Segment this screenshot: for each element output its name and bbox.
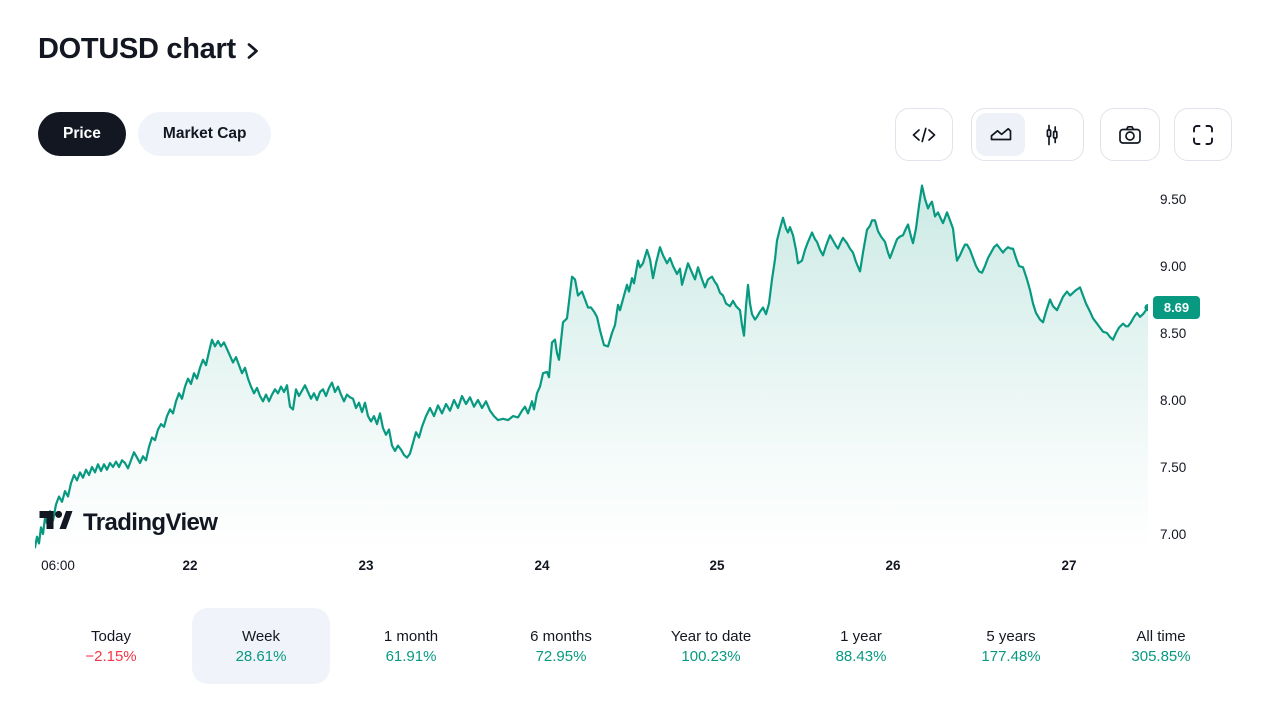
last-price-badge: 8.69 — [1153, 296, 1200, 320]
market-cap-tab[interactable]: Market Cap — [137, 112, 272, 156]
y-axis-label: 7.50 — [1160, 459, 1187, 475]
area-chart-type-button[interactable] — [976, 113, 1025, 156]
symbol-link-chevron-icon[interactable] — [246, 40, 259, 62]
page-title: DOTUSD chart — [38, 33, 236, 65]
fullscreen-button[interactable] — [1174, 108, 1232, 161]
candlestick-icon — [1038, 121, 1066, 149]
range-stat-1-year[interactable]: 1 year 88.43% — [792, 608, 930, 684]
y-axis-label: 8.00 — [1160, 392, 1187, 408]
range-change-value: 72.95% — [535, 647, 587, 665]
range-label: Week — [241, 627, 281, 645]
x-axis-label: 26 — [885, 558, 901, 573]
camera-icon — [1115, 121, 1145, 149]
x-axis-label: 23 — [358, 558, 374, 573]
tradingview-logo-icon — [38, 505, 74, 540]
range-label: Today — [90, 627, 132, 645]
range-stat-year-to-date[interactable]: Year to date 100.23% — [642, 608, 780, 684]
range-change-value: 177.48% — [981, 647, 1041, 665]
code-icon — [909, 121, 939, 149]
x-axis-label: 25 — [709, 558, 725, 573]
tradingview-logo-link[interactable]: TradingView — [38, 505, 218, 540]
range-change-value: 61.91% — [385, 647, 437, 665]
range-change-value: 28.61% — [235, 647, 287, 665]
range-stat-week[interactable]: Week 28.61% — [192, 608, 330, 684]
range-label: 5 years — [986, 627, 1036, 645]
y-axis-label: 7.00 — [1160, 526, 1187, 542]
x-axis-label: 24 — [534, 558, 550, 573]
y-axis-label: 9.00 — [1160, 258, 1187, 274]
price-chart-canvas[interactable] — [33, 180, 1152, 553]
range-stat-1-month[interactable]: 1 month 61.91% — [342, 608, 480, 684]
range-label: All time — [1136, 627, 1186, 645]
range-change-value: 100.23% — [681, 647, 741, 665]
fullscreen-icon — [1189, 121, 1217, 149]
area-fill — [35, 185, 1148, 553]
range-label: Year to date — [670, 627, 752, 645]
range-stat-all-time[interactable]: All time 305.85% — [1092, 608, 1230, 684]
y-axis-label: 8.50 — [1160, 325, 1187, 341]
range-label: 1 month — [383, 627, 439, 645]
range-change-value: −2.15% — [85, 647, 137, 665]
range-stat-5-years[interactable]: 5 years 177.48% — [942, 608, 1080, 684]
range-label: 6 months — [530, 627, 592, 645]
range-change-value: 305.85% — [1131, 647, 1191, 665]
range-stat-6-months[interactable]: 6 months 72.95% — [492, 608, 630, 684]
embed-code-button[interactable] — [895, 108, 953, 161]
candlestick-chart-type-button[interactable] — [1027, 113, 1076, 156]
range-change-value: 88.43% — [835, 647, 887, 665]
screenshot-button[interactable] — [1100, 108, 1160, 161]
x-axis-label: 06:00 — [41, 558, 75, 573]
header: DOTUSD chart — [38, 33, 259, 66]
chart-type-group — [971, 108, 1084, 161]
series-toggle: Price Market Cap — [38, 112, 272, 156]
range-stat-today[interactable]: Today −2.15% — [42, 608, 180, 684]
x-axis-label: 27 — [1061, 558, 1077, 573]
range-label: 1 year — [840, 627, 882, 645]
price-tab[interactable]: Price — [38, 112, 126, 156]
x-axis-label: 22 — [182, 558, 198, 573]
tradingview-watermark-text: TradingView — [83, 508, 218, 536]
price-line — [33, 184, 1150, 549]
area-chart-icon — [987, 121, 1015, 149]
y-axis-label: 9.50 — [1160, 191, 1187, 207]
